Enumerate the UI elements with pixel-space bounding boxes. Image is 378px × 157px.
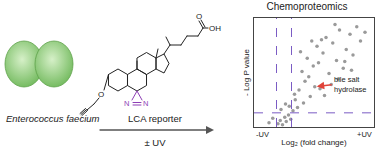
svg-text:Enterococcus faecium: Enterococcus faecium [6,113,100,124]
svg-text:LCA reporter: LCA reporter [128,113,182,124]
svg-text:O: O [196,12,202,21]
svg-text:OH: OH [209,24,221,33]
svg-text:- Log P value: - Log P value [242,48,251,96]
svg-text:O: O [98,90,105,99]
svg-text:-UV: -UV [256,130,269,139]
html-text:Chemoproteomics: Chemoproteomics [266,1,348,12]
svg-text:N: N [124,99,129,108]
svg-text:bile salthydrolase: bile salthydrolase [334,75,367,94]
svg-text:± UV: ± UV [144,137,166,148]
svg-text:N: N [143,99,148,108]
svg-text:Log₂ (fold change): Log₂ (fold change) [281,138,347,147]
svg-text:+UV: +UV [357,130,372,139]
